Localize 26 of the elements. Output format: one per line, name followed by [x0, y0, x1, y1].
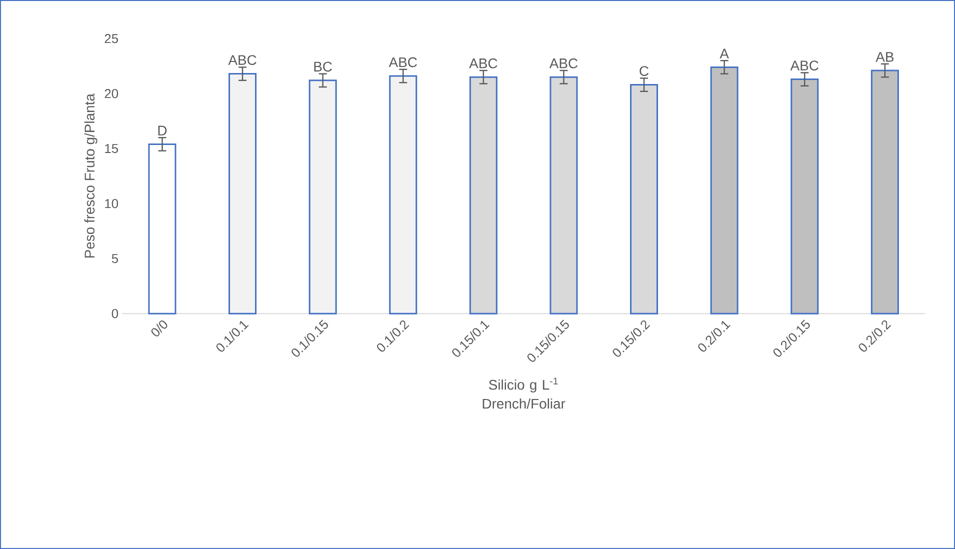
y-tick-label: 0 — [112, 309, 118, 318]
y-tick-label: 20 — [104, 89, 118, 98]
bar — [228, 73, 257, 314]
annotation: BC — [314, 62, 332, 72]
annotation: C — [640, 66, 649, 76]
y-tick-label: 15 — [105, 144, 118, 154]
bar — [710, 66, 738, 314]
annotation: AB — [876, 52, 894, 62]
bar — [148, 143, 176, 314]
x-tick-label: 0/0 — [151, 320, 168, 336]
bar — [790, 78, 819, 314]
bar — [389, 75, 418, 314]
annotation: ABC — [549, 58, 578, 68]
annotation: ABC — [228, 55, 256, 65]
y-tick-label: 10 — [105, 199, 118, 208]
annotation: A — [720, 48, 729, 58]
bar — [870, 70, 899, 314]
annotation: ABC — [469, 58, 498, 68]
y-tick-label: 5 — [112, 254, 118, 264]
annotation: ABC — [388, 57, 417, 68]
annotation: D — [158, 126, 167, 136]
annotation: ABC — [790, 60, 818, 70]
bar — [308, 80, 337, 314]
text: Silicio g L$^{-1}$ Drench/Foliar — [482, 378, 566, 409]
y-tick-label: 25 — [104, 34, 118, 44]
y-axis-title: Peso fresco Fruto g/Planta — [84, 94, 98, 258]
